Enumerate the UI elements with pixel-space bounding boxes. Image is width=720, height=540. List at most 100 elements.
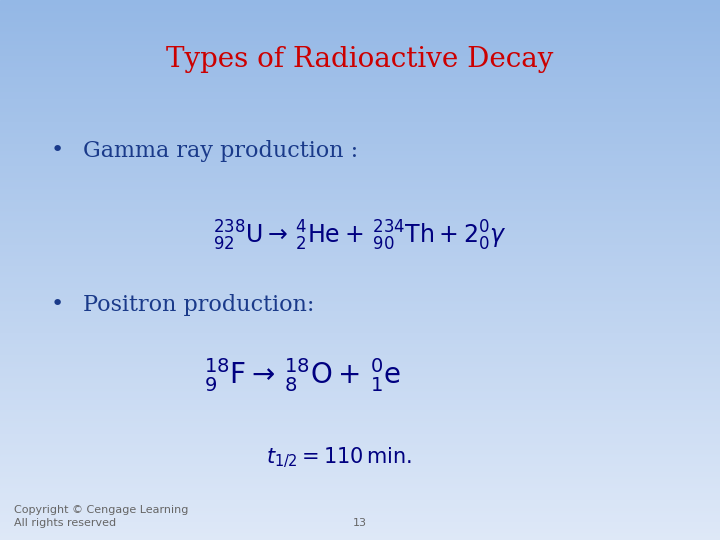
- Bar: [0, 434, 720, 436]
- Bar: [0, 367, 720, 369]
- Bar: [0, 18, 720, 20]
- Bar: [0, 506, 720, 508]
- Bar: [0, 16, 720, 18]
- Bar: [0, 308, 720, 309]
- Bar: [0, 204, 720, 205]
- Bar: [0, 77, 720, 79]
- Bar: [0, 209, 720, 211]
- Bar: [0, 247, 720, 248]
- Bar: [0, 355, 720, 356]
- Bar: [0, 90, 720, 92]
- Text: Copyright © Cengage Learning
All rights reserved: Copyright © Cengage Learning All rights …: [14, 505, 189, 528]
- Bar: [0, 47, 720, 49]
- Bar: [0, 171, 720, 173]
- Bar: [0, 344, 720, 346]
- Bar: [0, 7, 720, 9]
- Bar: [0, 401, 720, 403]
- Bar: [0, 12, 720, 15]
- Bar: [0, 339, 720, 340]
- Bar: [0, 155, 720, 157]
- Bar: [0, 383, 720, 385]
- Bar: [0, 194, 720, 196]
- Bar: [0, 501, 720, 502]
- Bar: [0, 245, 720, 247]
- Bar: [0, 484, 720, 486]
- Bar: [0, 130, 720, 131]
- Bar: [0, 315, 720, 317]
- Bar: [0, 457, 720, 459]
- Bar: [0, 39, 720, 42]
- Bar: [0, 358, 720, 360]
- Bar: [0, 428, 720, 430]
- Bar: [0, 342, 720, 344]
- Bar: [0, 452, 720, 454]
- Bar: [0, 535, 720, 536]
- Bar: [0, 160, 720, 162]
- Bar: [0, 59, 720, 61]
- Bar: [0, 49, 720, 50]
- Bar: [0, 220, 720, 221]
- Bar: [0, 285, 720, 286]
- Bar: [0, 101, 720, 103]
- Bar: [0, 69, 720, 70]
- Bar: [0, 196, 720, 198]
- Bar: [0, 140, 720, 142]
- Bar: [0, 236, 720, 238]
- Bar: [0, 349, 720, 351]
- Bar: [0, 290, 720, 292]
- Bar: [0, 265, 720, 266]
- Bar: [0, 443, 720, 444]
- Bar: [0, 74, 720, 76]
- Bar: [0, 495, 720, 497]
- Bar: [0, 228, 720, 231]
- Text: $^{238}_{92}\mathrm{U} \rightarrow \,^{4}_{2}\mathrm{He} + \,^{234}_{90}\mathrm{: $^{238}_{92}\mathrm{U} \rightarrow \,^{4…: [213, 219, 507, 253]
- Bar: [0, 385, 720, 387]
- Bar: [0, 393, 720, 394]
- Text: Positron production:: Positron production:: [83, 294, 314, 316]
- Bar: [0, 366, 720, 367]
- Bar: [0, 488, 720, 490]
- Bar: [0, 2, 720, 4]
- Bar: [0, 468, 720, 470]
- Bar: [0, 277, 720, 279]
- Bar: [0, 128, 720, 130]
- Text: Types of Radioactive Decay: Types of Radioactive Decay: [166, 46, 554, 73]
- Bar: [0, 347, 720, 349]
- Bar: [0, 205, 720, 207]
- Bar: [0, 482, 720, 484]
- Bar: [0, 286, 720, 288]
- Bar: [0, 405, 720, 407]
- Bar: [0, 464, 720, 466]
- Bar: [0, 96, 720, 97]
- Bar: [0, 466, 720, 468]
- Bar: [0, 421, 720, 423]
- Bar: [0, 153, 720, 155]
- Bar: [0, 396, 720, 398]
- Bar: [0, 412, 720, 414]
- Bar: [0, 432, 720, 434]
- Bar: [0, 70, 720, 72]
- Bar: [0, 524, 720, 525]
- Bar: [0, 486, 720, 488]
- Bar: [0, 270, 720, 272]
- Bar: [0, 174, 720, 177]
- Text: $^{18}_{9}\mathrm{F} \rightarrow \,^{18}_{8}\mathrm{O} + \,^{0}_{1}\mathrm{e}$: $^{18}_{9}\mathrm{F} \rightarrow \,^{18}…: [204, 356, 401, 394]
- Bar: [0, 346, 720, 347]
- Bar: [0, 376, 720, 378]
- Bar: [0, 533, 720, 535]
- Bar: [0, 477, 720, 479]
- Bar: [0, 221, 720, 223]
- Bar: [0, 313, 720, 315]
- Bar: [0, 529, 720, 531]
- Bar: [0, 471, 720, 474]
- Bar: [0, 509, 720, 511]
- Bar: [0, 504, 720, 506]
- Bar: [0, 63, 720, 65]
- Bar: [0, 151, 720, 153]
- Bar: [0, 374, 720, 376]
- Bar: [0, 11, 720, 12]
- Bar: [0, 9, 720, 11]
- Bar: [0, 112, 720, 113]
- Bar: [0, 239, 720, 241]
- Bar: [0, 382, 720, 383]
